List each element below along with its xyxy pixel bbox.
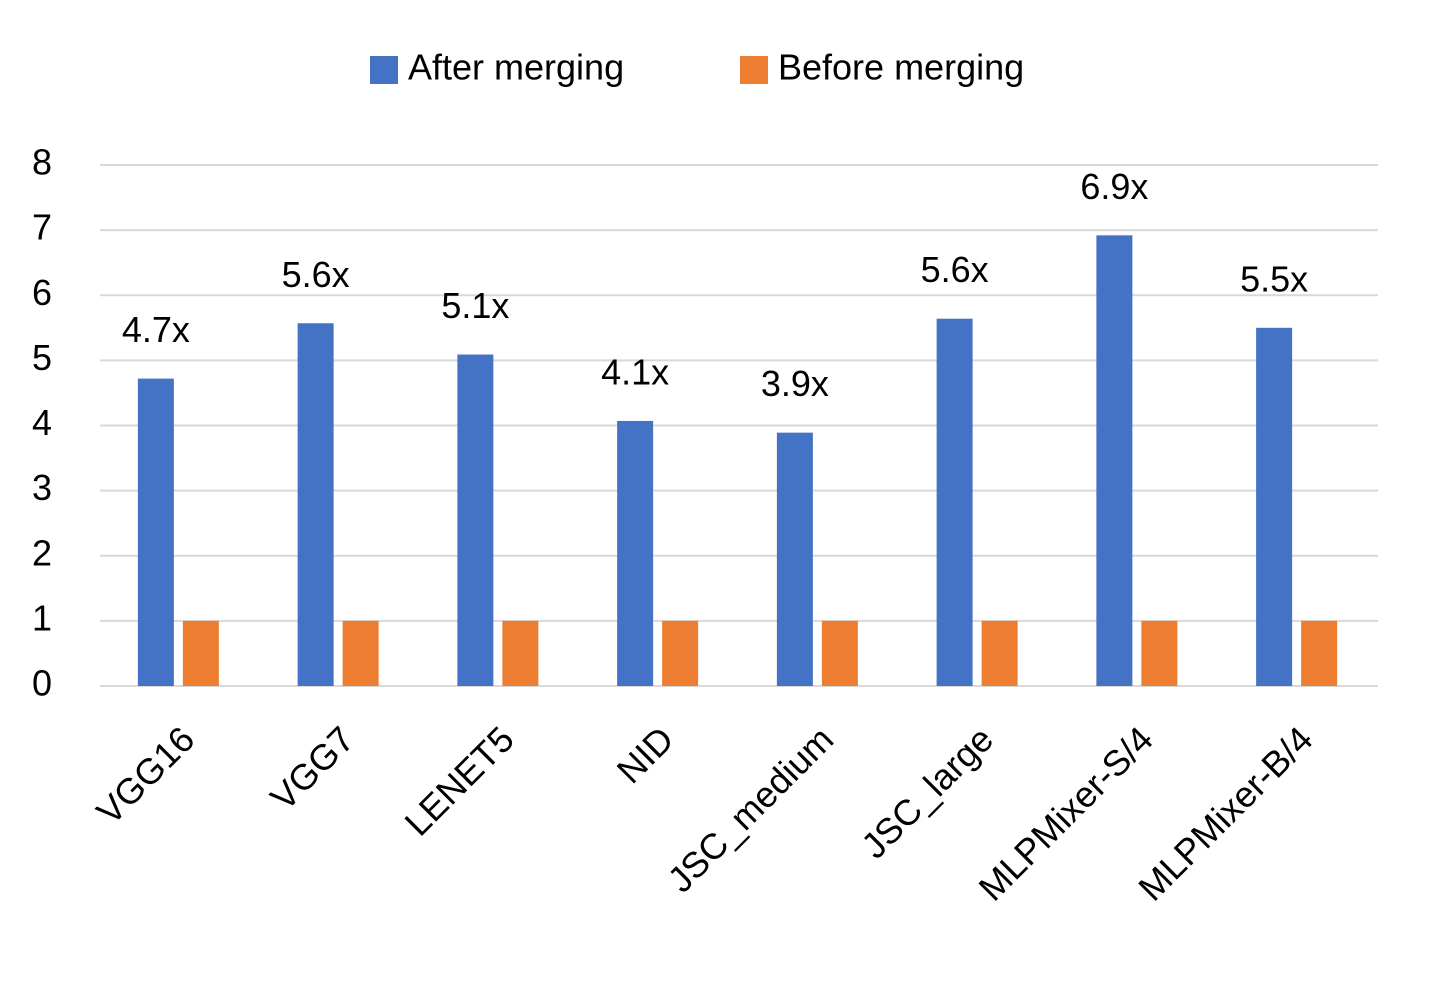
value-label: 4.1x <box>601 351 669 392</box>
y-tick-label: 6 <box>32 272 52 313</box>
legend-label: Before merging <box>778 47 1024 88</box>
value-label: 3.9x <box>761 363 829 404</box>
x-tick-label: JSC_medium <box>659 718 841 900</box>
bar <box>1096 235 1133 686</box>
bar <box>1141 620 1178 686</box>
bar <box>137 378 174 686</box>
bar <box>297 323 334 686</box>
x-tick-label: LENET5 <box>397 718 522 843</box>
y-tick-label: 8 <box>32 142 52 183</box>
bar <box>502 620 539 686</box>
value-label: 5.5x <box>1240 258 1308 299</box>
y-tick-label: 2 <box>32 532 52 573</box>
bar <box>981 620 1018 686</box>
bar <box>821 620 858 686</box>
legend-label: After merging <box>408 47 624 88</box>
value-label: 4.7x <box>122 309 190 350</box>
bar <box>457 354 494 686</box>
bar <box>662 620 699 686</box>
value-label: 5.1x <box>441 285 509 326</box>
x-tick-label: NID <box>609 718 682 791</box>
value-label: 5.6x <box>921 249 989 290</box>
value-label: 5.6x <box>282 254 350 295</box>
x-tick-label: JSC_large <box>853 718 1001 866</box>
y-tick-label: 7 <box>32 207 52 248</box>
x-tick-label: VGG7 <box>262 718 362 818</box>
legend-swatch <box>370 56 398 84</box>
value-label: 6.9x <box>1080 166 1148 207</box>
y-tick-label: 5 <box>32 337 52 378</box>
bar <box>182 620 219 686</box>
bar <box>936 318 973 686</box>
legend-swatch <box>740 56 768 84</box>
y-tick-label: 1 <box>32 597 52 638</box>
bar <box>617 420 654 686</box>
bar <box>342 620 379 686</box>
y-tick-label: 0 <box>32 663 52 704</box>
y-tick-label: 4 <box>32 402 52 443</box>
x-tick-label: VGG16 <box>88 718 202 832</box>
bar <box>1301 620 1338 686</box>
bar <box>1256 327 1293 686</box>
y-tick-label: 3 <box>32 467 52 508</box>
bar <box>776 432 813 686</box>
